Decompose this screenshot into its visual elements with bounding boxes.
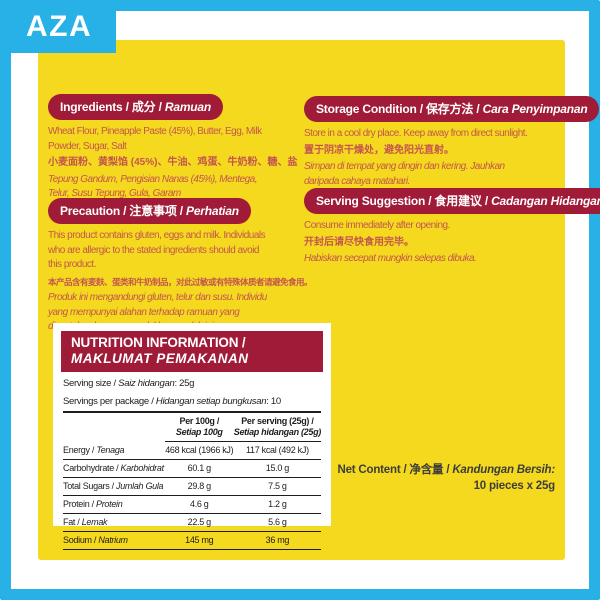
servings-package-label: Servings per package / bbox=[63, 396, 156, 407]
row-label-en: Fat / bbox=[63, 517, 82, 527]
serving-suggestion-badge: Serving Suggestion / 食用建议 / Cadangan Hid… bbox=[304, 188, 600, 214]
table-header-row: Per 100g / Setiap 100g Per serving (25g)… bbox=[63, 413, 321, 442]
net-content-label-line: Net Content / 净含量 / Kandungan Bersih: bbox=[337, 462, 555, 478]
col-perserving-ms: Setiap hidangan (25g) bbox=[233, 427, 322, 437]
brand-logo: AZA bbox=[0, 0, 116, 53]
row-label-ms: Natrium bbox=[98, 535, 128, 545]
nutrition-panel: NUTRITION INFORMATION / MAKLUMAT PEMAKAN… bbox=[53, 323, 331, 550]
row-label-en: Energy / bbox=[63, 444, 97, 455]
precaution-badge-label: Precaution / 注意事项 / bbox=[60, 204, 187, 218]
table-row-sodium: Sodium / Natrium 145 mg 36 mg bbox=[63, 531, 321, 550]
table-top-rule bbox=[63, 411, 321, 413]
precaution-en-line: This product contains gluten, eggs and m… bbox=[48, 230, 266, 241]
col-header-perserving: Per serving (25g) / Setiap hidangan (25g… bbox=[233, 413, 322, 442]
row-value-perserving: 15.0 g bbox=[233, 459, 321, 478]
serving-badge-label-ms: Cadangan Hidangan bbox=[491, 194, 600, 208]
row-value-per100: 22.5 g bbox=[164, 513, 234, 532]
precaution-en-line: who are allergic to the stated ingredien… bbox=[48, 244, 259, 256]
nutrition-header: NUTRITION INFORMATION / MAKLUMAT PEMAKAN… bbox=[61, 331, 323, 372]
serving-badge-label: Serving Suggestion / 食用建议 / bbox=[316, 194, 492, 208]
storage-badge-label-ms: Cara Penyimpanan bbox=[482, 102, 588, 116]
storage-en-line: Store in a cool dry place. Keep away fro… bbox=[304, 128, 528, 139]
precaution-text: This product contains gluten, eggs and m… bbox=[48, 229, 313, 335]
ingredients-badge-label-ms: Ramuan bbox=[164, 100, 212, 114]
row-value-perserving: 7.5 g bbox=[233, 477, 321, 496]
net-content-value: 10 pieces x 25g bbox=[473, 480, 556, 492]
row-label-en: Carbohydrate / bbox=[63, 463, 121, 473]
ingredients-en-line: Wheat Flour, Pineapple Paste (45%), Butt… bbox=[48, 126, 262, 137]
ingredients-badge-label: Ingredients / 成分 / bbox=[60, 100, 165, 114]
col-header-per100: Per 100g / Setiap 100g bbox=[164, 413, 234, 442]
row-value-per100: 29.8 g bbox=[164, 477, 234, 496]
row-value-perserving: 5.6 g bbox=[233, 513, 321, 532]
row-value-per100: 4.6 g bbox=[164, 495, 234, 514]
ingredients-badge: Ingredients / 成分 / Ramuan bbox=[48, 94, 224, 120]
col-per100-ms: Setiap 100g bbox=[175, 427, 223, 437]
ingredients-zh-line: 小麦面粉、黄梨馅 (45%)、牛油、鸡蛋、牛奶粉、糖、盐 bbox=[48, 157, 298, 168]
storage-condition-text: Store in a cool dry place. Keep away fro… bbox=[304, 127, 528, 189]
servings-package-value: : 10 bbox=[266, 396, 281, 407]
table-row-protein: Protein / Protein 4.6 g 1.2 g bbox=[63, 495, 321, 514]
row-label-en: Protein / bbox=[63, 499, 97, 509]
storage-zh-line: 置于阴凉干燥处，避免阳光直射。 bbox=[304, 144, 454, 156]
table-row-energy: Energy / Tenaga 468 kcal (1966 kJ) 117 k… bbox=[63, 441, 321, 460]
storage-badge-label: Storage Condition / 保存方法 / bbox=[316, 102, 483, 116]
nutrition-title-ms: MAKLUMAT PEMAKANAN bbox=[71, 351, 249, 366]
servings-package-label-ms: Hidangan setiap bungkusan bbox=[155, 396, 267, 407]
nutrition-table: Per 100g / Setiap 100g Per serving (25g)… bbox=[63, 413, 321, 550]
row-label-ms: Jumlah Gula bbox=[116, 481, 164, 491]
table-row-carbohydrate: Carbohydrate / Karbohidrat 60.1 g 15.0 g bbox=[63, 459, 321, 478]
row-label-en: Total Sugars / bbox=[63, 481, 117, 491]
precaution-ms-line: yang mempunyai alahan terhadap ramuan ya… bbox=[48, 306, 240, 318]
ingredients-ms-line: Telur, Susu Tepung, Gula, Garam bbox=[48, 188, 181, 199]
serving-size-row: Serving size / Saiz hidangan: 25g bbox=[63, 377, 321, 390]
row-value-perserving: 117 kcal (492 kJ) bbox=[233, 441, 321, 460]
precaution-en-line: this product. bbox=[48, 259, 96, 270]
precaution-ms-line: Produk ini mengandungi gluten, telur dan… bbox=[48, 292, 267, 303]
table-row-fat: Fat / Lemak 22.5 g 5.6 g bbox=[63, 513, 321, 532]
nutrition-title-en: NUTRITION INFORMATION / bbox=[71, 335, 246, 350]
serving-ms-line: Habiskan secepat mungkin selepas dibuka. bbox=[304, 253, 477, 264]
row-label-ms: Lemak bbox=[81, 517, 108, 527]
storage-ms-line: daripada cahaya matahari. bbox=[304, 175, 410, 187]
col-perserving-en: Per serving (25g) / bbox=[241, 416, 314, 426]
net-content-label: Net Content / 净含量 / bbox=[337, 464, 453, 476]
ingredients-ms-line: Tepung Gandum, Pengisian Nanas (45%), Me… bbox=[48, 173, 258, 185]
row-value-per100: 468 kcal (1966 kJ) bbox=[164, 441, 234, 460]
serving-size-value: : 25g bbox=[174, 378, 195, 389]
row-label-ms: Tenaga bbox=[96, 444, 125, 455]
servings-per-package-row: Servings per package / Hidangan setiap b… bbox=[63, 395, 321, 408]
row-value-perserving: 36 mg bbox=[233, 531, 321, 550]
row-value-perserving: 1.2 g bbox=[233, 495, 321, 514]
net-content-label-ms: Kandungan Bersih: bbox=[452, 464, 555, 476]
col-per100-en: Per 100g / bbox=[179, 416, 220, 426]
brand-logo-text: AZA bbox=[26, 9, 93, 43]
ingredients-en-line: Powder, Sugar, Salt bbox=[48, 140, 127, 152]
precaution-badge: Precaution / 注意事项 / Perhatian bbox=[48, 198, 251, 224]
ingredients-text: Wheat Flour, Pineapple Paste (45%), Butt… bbox=[48, 125, 297, 202]
row-value-per100: 145 mg bbox=[164, 531, 234, 550]
row-label-ms: Protein bbox=[96, 499, 123, 509]
serving-zh-line: 开封后请尽快食用完毕。 bbox=[304, 236, 414, 248]
storage-ms-line: Simpan di tempat yang dingin dan kering.… bbox=[304, 161, 505, 172]
table-row-total-sugars: Total Sugars / Jumlah Gula 29.8 g 7.5 g bbox=[63, 477, 321, 496]
precaution-zh-line: 本产品含有麦麸、蛋类和牛奶制品，对此过敏或有特殊体质者请避免食用。 bbox=[48, 276, 313, 287]
precaution-badge-label-ms: Perhatian bbox=[186, 204, 239, 218]
serving-en-line: Consume immediately after opening. bbox=[304, 220, 450, 231]
row-label-en: Sodium / bbox=[63, 535, 99, 545]
net-content: Net Content / 净含量 / Kandungan Bersih: 10… bbox=[337, 462, 555, 494]
storage-condition-badge: Storage Condition / 保存方法 / Cara Penyimpa… bbox=[304, 96, 600, 122]
row-value-per100: 60.1 g bbox=[164, 459, 234, 478]
serving-suggestion-text: Consume immediately after opening. 开封后请尽… bbox=[304, 219, 477, 267]
row-label-ms: Karbohidrat bbox=[120, 463, 165, 473]
serving-size-label-ms: Saiz hidangan bbox=[118, 378, 175, 389]
serving-size-label: Serving size / bbox=[63, 378, 119, 389]
